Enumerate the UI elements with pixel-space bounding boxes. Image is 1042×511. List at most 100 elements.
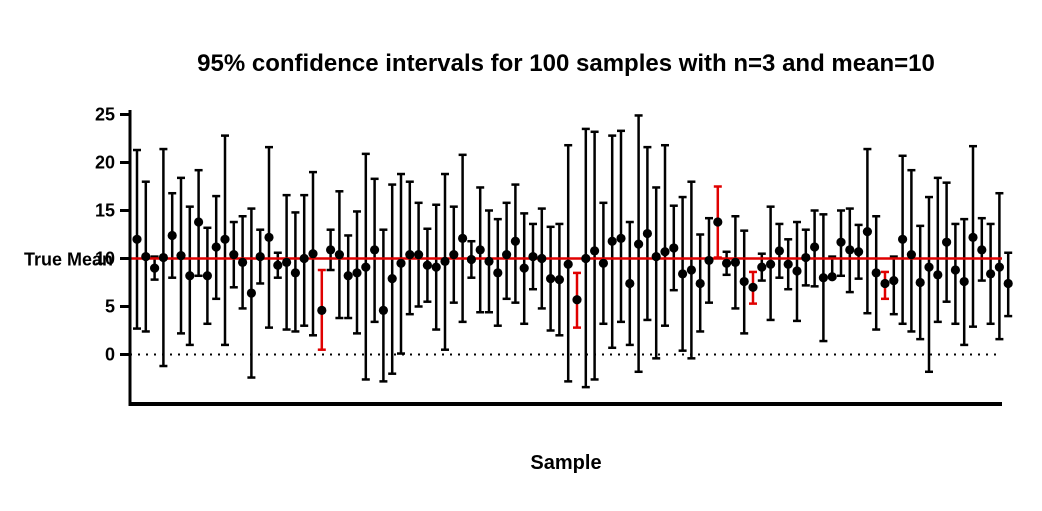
mean-point [669,243,679,253]
mean-point [634,239,644,249]
mean-point [370,245,380,255]
mean-point [686,265,697,275]
chart-title: 95% confidence intervals for 100 samples… [197,50,935,77]
mean-point [282,257,292,267]
mean-point [229,250,239,260]
error-bar [661,143,669,327]
mean-point [246,288,256,298]
mean-point [158,252,168,263]
y-tick-label: 0 [105,345,115,365]
error-bars [133,114,1013,389]
mean-point [202,271,212,281]
mean-point [933,270,943,280]
mean-point [185,271,195,281]
mean-point [554,275,565,285]
error-bar [405,180,414,316]
error-bar [925,195,933,374]
mean-point [739,276,749,287]
mean-point [660,247,670,257]
mean-point [590,246,600,256]
mean-point [792,266,802,276]
mean-point [845,245,855,255]
mean-point [484,256,494,266]
error-bar [889,255,898,316]
mean-point [326,245,336,255]
mean-point [493,268,503,278]
mean-point [774,246,785,256]
mean-point [766,259,776,269]
mean-point [352,268,362,278]
mean-point [194,217,204,227]
mean-point [255,251,265,262]
mean-point [889,275,899,286]
mean-point [211,242,221,252]
mean-point [510,236,520,246]
mean-point [414,250,424,260]
mean-point [572,295,582,305]
mean-point [299,253,309,264]
mean-point [466,254,476,265]
mean-point [942,237,952,247]
mean-point [950,265,961,275]
mean-point [977,245,987,255]
mean-point [986,269,996,279]
x-axis-label: Sample [530,452,602,474]
mean-point [537,253,547,264]
mean-point [642,228,653,239]
mean-point [651,251,661,262]
y-tick-label: 10 [95,249,115,269]
mean-point [713,217,723,227]
mean-point [167,230,177,241]
mean-point [862,227,873,237]
mean-point [563,259,573,269]
mean-point [968,232,978,242]
error-bar [590,130,599,381]
mean-point [915,277,925,288]
mean-point [1003,278,1013,289]
mean-point [440,256,450,266]
mean-point [598,258,609,268]
sample-means [132,217,1013,315]
mean-point [220,234,230,244]
mean-point [458,233,468,243]
mean-point [422,260,432,270]
mean-point [176,251,186,261]
mean-point [405,250,415,260]
mean-point [880,278,890,289]
mean-point [730,257,741,267]
mean-point [334,250,344,260]
mean-point [431,262,441,272]
mean-point [581,253,591,264]
mean-point [343,271,353,281]
mean-point [238,257,248,267]
error-bar [652,186,661,360]
error-bar [379,228,388,383]
mean-point [290,268,300,278]
mean-point [959,276,969,287]
error-bar [617,129,625,324]
mean-point [132,234,142,244]
mean-point [748,282,758,292]
mean-point [854,247,864,257]
true-mean-label: True Mean [24,250,113,270]
mean-point [387,274,397,284]
mean-point [871,268,881,278]
y-tick-label: 20 [95,153,115,173]
mean-point [757,262,767,272]
mean-point [924,262,934,272]
mean-point [141,251,151,262]
y-tick-label: 25 [95,105,115,125]
mean-point [317,305,327,315]
mean-point [546,274,556,284]
mean-point [519,263,529,273]
mean-point [704,255,714,266]
mean-point [827,272,837,282]
mean-point [994,262,1005,272]
mean-point [625,278,635,289]
mean-point [801,252,811,263]
mean-point [528,251,538,262]
mean-point [836,237,846,247]
mean-point [273,260,283,270]
mean-point [150,263,160,273]
